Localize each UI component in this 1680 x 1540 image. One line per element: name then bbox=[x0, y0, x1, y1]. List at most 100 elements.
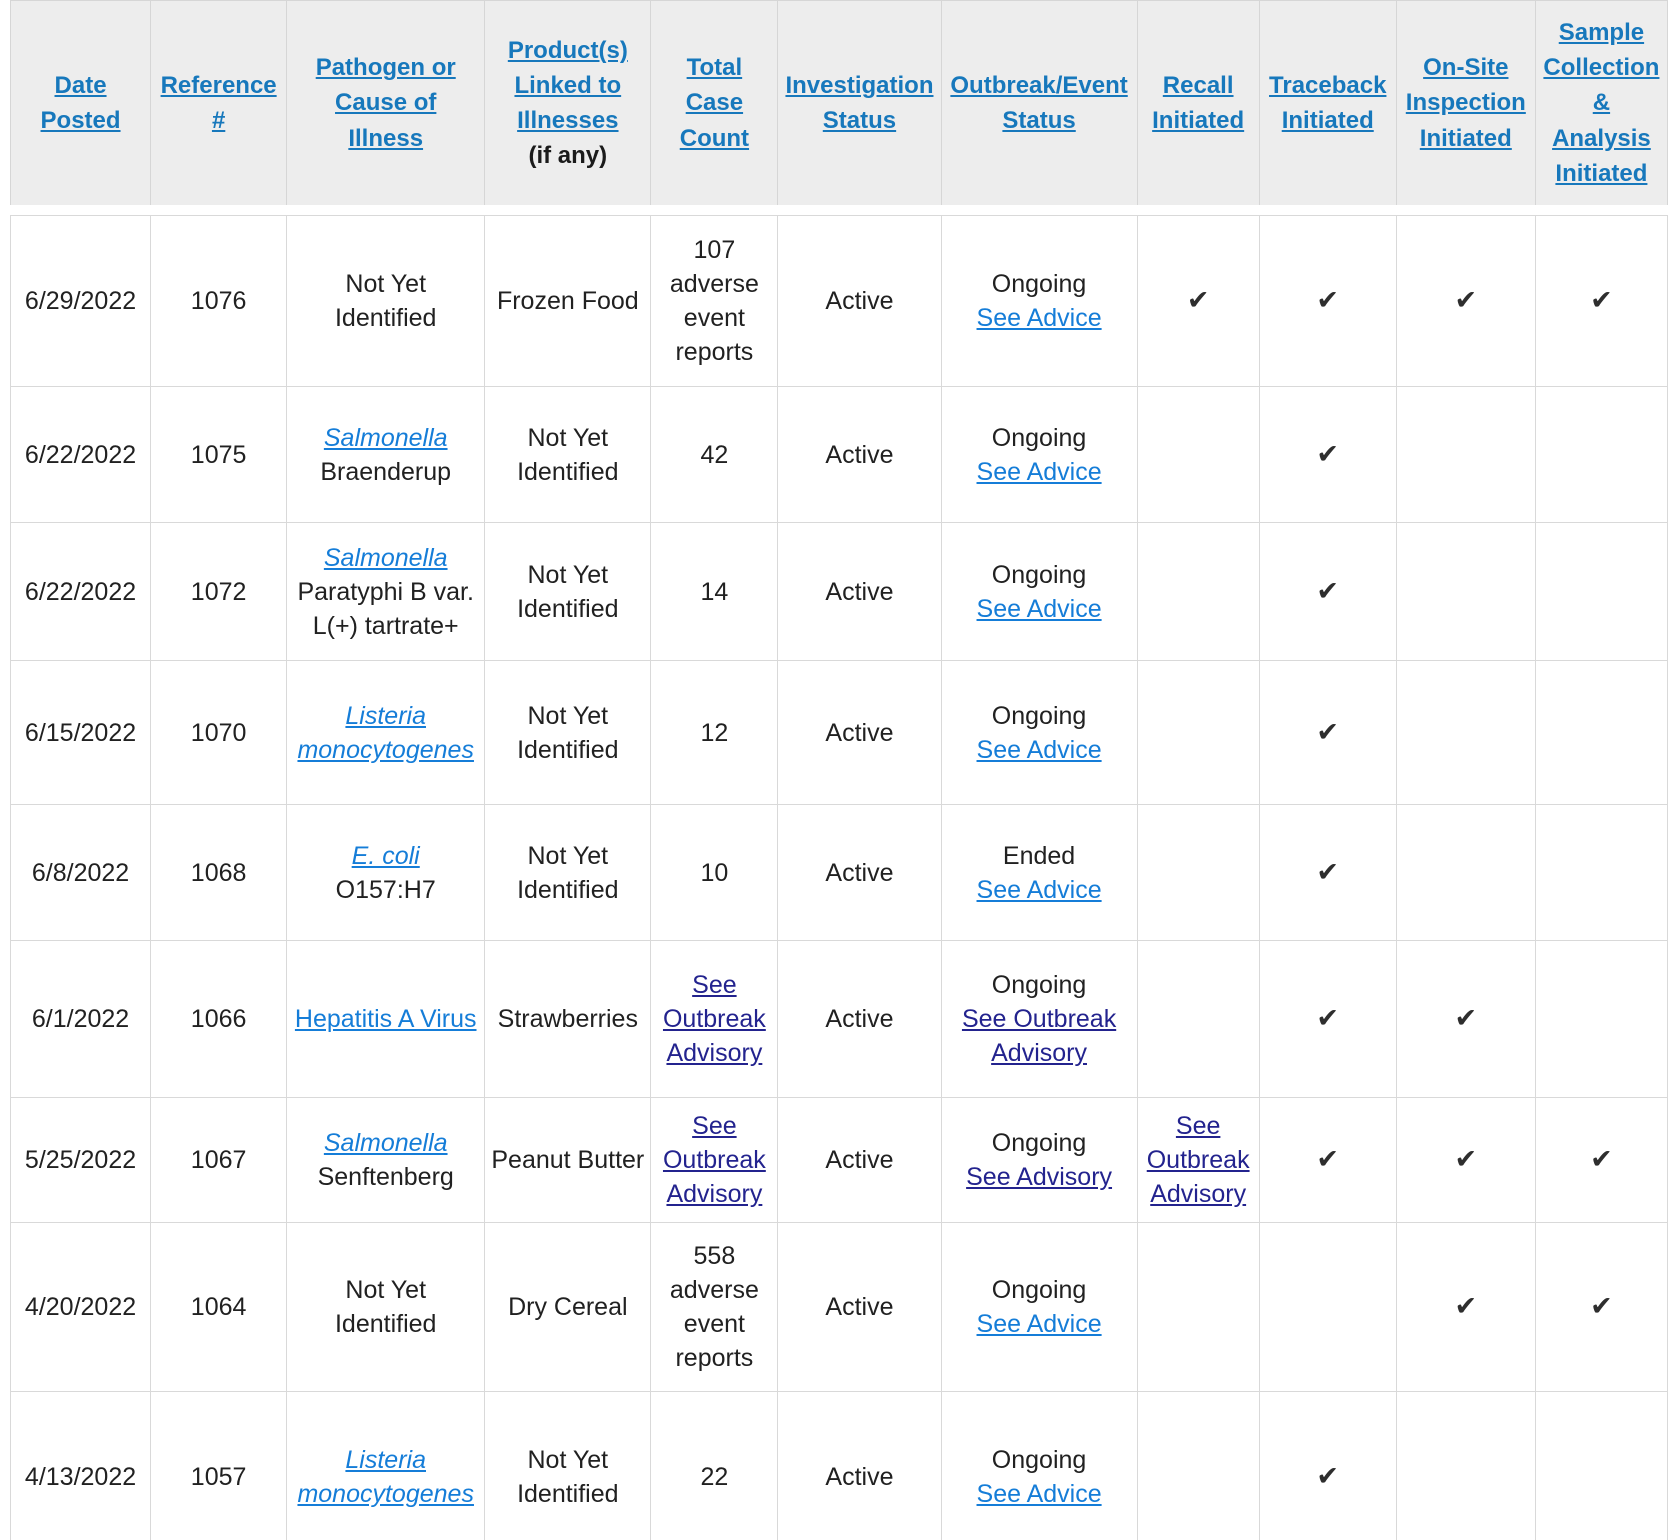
outbreak-advice-link[interactable]: See Advisory bbox=[966, 1163, 1113, 1191]
outbreak-advice-link[interactable]: See Advice bbox=[976, 304, 1102, 332]
column-header-onsite-inspection: On-Site Inspection Initiated bbox=[1395, 0, 1536, 205]
reference-number: 1057 bbox=[190, 1462, 247, 1491]
sort-link-date-posted[interactable]: Date Posted bbox=[40, 71, 121, 134]
sort-link-pathogen[interactable]: Pathogen or Cause of Illness bbox=[315, 54, 456, 152]
table-row: 4/13/2022 1057 Listeria monocytogenes Not Y… bbox=[9, 1391, 1669, 1540]
outbreak-status-cell: Ongoing See Advice bbox=[940, 1391, 1138, 1540]
case-count-cell: 558 adverse event reports bbox=[650, 1222, 779, 1392]
pathogen-link[interactable]: Hepatitis A Virus bbox=[294, 1005, 477, 1033]
check-icon: ✔ bbox=[1186, 285, 1210, 315]
outbreak-status-text: Ongoing bbox=[991, 560, 1087, 589]
pathogen-subtype: Paratyphi B var. L(+) tartrate+ bbox=[297, 577, 474, 640]
product-cell: Not Yet Identified bbox=[484, 804, 652, 941]
recall-cell bbox=[1136, 660, 1260, 805]
pathogen-subtype: O157:H7 bbox=[335, 875, 436, 904]
pathogen-link[interactable]: Salmonella bbox=[323, 1129, 448, 1157]
case-count-cell: 10 bbox=[650, 804, 779, 941]
recall-link[interactable]: See Outbreak Advisory bbox=[1146, 1112, 1250, 1208]
onsite-inspection-cell bbox=[1395, 660, 1536, 805]
investigation-status-cell: Active bbox=[777, 386, 942, 523]
reference-cell: 1075 bbox=[150, 386, 288, 523]
outbreak-advice-link[interactable]: See Advice bbox=[976, 1310, 1102, 1338]
sample-collection-cell bbox=[1534, 660, 1669, 805]
outbreak-advice-link[interactable]: See Advice bbox=[976, 735, 1102, 764]
date-cell: 6/22/2022 bbox=[9, 386, 152, 523]
traceback-cell bbox=[1258, 1222, 1397, 1392]
pathogen-link[interactable]: Salmonella bbox=[323, 423, 448, 452]
product-text: Frozen Food bbox=[496, 287, 639, 315]
sample-collection-cell: ✔ bbox=[1534, 1097, 1669, 1223]
outbreak-advice-link[interactable]: See Advice bbox=[976, 457, 1102, 486]
reference-number: 1064 bbox=[190, 1293, 247, 1321]
traceback-cell: ✔ bbox=[1258, 1097, 1397, 1223]
pathogen-cell: E. coli O157:H7 bbox=[286, 804, 486, 941]
reference-number: 1068 bbox=[190, 858, 247, 887]
recall-cell bbox=[1136, 940, 1260, 1098]
outbreak-advice-link[interactable]: See Advice bbox=[976, 594, 1102, 623]
sort-link-reference[interactable]: Reference # bbox=[160, 71, 277, 134]
case-count-cell: 42 bbox=[650, 386, 779, 523]
traceback-cell: ✔ bbox=[1258, 215, 1397, 387]
header-row: Date Posted Reference # Pathogen or Caus… bbox=[9, 0, 1669, 205]
outbreak-advice-link[interactable]: See Advice bbox=[976, 875, 1102, 904]
recall-cell bbox=[1136, 804, 1260, 941]
case-count-text: 10 bbox=[700, 858, 729, 887]
check-icon: ✔ bbox=[1590, 285, 1613, 315]
sort-link-traceback[interactable]: Traceback Initiated bbox=[1269, 71, 1387, 134]
date-posted: 6/15/2022 bbox=[24, 718, 137, 747]
reference-cell: 1057 bbox=[150, 1391, 288, 1540]
column-header-products: Product(s) Linked to Illnesses (if any) bbox=[484, 0, 652, 205]
check-icon: ✔ bbox=[1454, 1003, 1478, 1033]
table-row: 6/29/2022 1076 Not Yet Identified Frozen Fo… bbox=[9, 215, 1669, 387]
date-cell: 6/1/2022 bbox=[9, 940, 152, 1098]
outbreak-advice-link[interactable]: See Outbreak Advisory bbox=[961, 1005, 1117, 1067]
outbreak-status-cell: Ongoing See Advice bbox=[940, 215, 1138, 387]
reference-cell: 1070 bbox=[150, 660, 288, 805]
sort-link-onsite-inspection[interactable]: On-Site Inspection Initiated bbox=[1405, 54, 1526, 152]
column-header-products-suffix: (if any) bbox=[528, 142, 608, 170]
pathogen-link[interactable]: Salmonella bbox=[323, 543, 448, 572]
check-icon: ✔ bbox=[1316, 575, 1340, 606]
check-icon: ✔ bbox=[1454, 1144, 1478, 1174]
pathogen-link[interactable]: Listeria monocytogenes bbox=[297, 701, 474, 764]
check-icon: ✔ bbox=[1590, 1144, 1613, 1174]
case-count-cell: 107 adverse event reports bbox=[650, 215, 779, 387]
sort-link-investigation-status[interactable]: Investigation Status bbox=[785, 71, 934, 134]
check-icon: ✔ bbox=[1316, 285, 1340, 315]
reference-number: 1075 bbox=[190, 440, 247, 469]
date-posted: 6/1/2022 bbox=[31, 1005, 130, 1033]
recall-cell bbox=[1136, 1222, 1260, 1392]
product-text: Peanut Butter bbox=[491, 1146, 645, 1174]
case-count-text: 107 adverse event reports bbox=[669, 236, 759, 366]
case-count-cell: See Outbreak Advisory bbox=[650, 1097, 779, 1223]
table-header: Date Posted Reference # Pathogen or Caus… bbox=[9, 0, 1669, 205]
reference-cell: 1072 bbox=[150, 522, 288, 661]
column-header-investigation-status: Investigation Status bbox=[777, 0, 942, 205]
investigation-status-cell: Active bbox=[777, 1391, 942, 1540]
sort-link-products[interactable]: Product(s) Linked to Illnesses bbox=[507, 37, 628, 135]
header-gap bbox=[10, 205, 1668, 216]
product-cell: Peanut Butter bbox=[484, 1097, 652, 1223]
column-header-pathogen: Pathogen or Cause of Illness bbox=[286, 0, 486, 205]
check-icon: ✔ bbox=[1316, 1003, 1340, 1033]
outbreak-status-cell: Ongoing See Advice bbox=[940, 522, 1138, 661]
pathogen-cell: Salmonella Paratyphi B var. L(+) tartrate… bbox=[286, 522, 486, 661]
product-cell: Not Yet Identified bbox=[484, 660, 652, 805]
sort-link-outbreak-status[interactable]: Outbreak/Event Status bbox=[950, 71, 1128, 134]
sample-collection-cell bbox=[1534, 522, 1669, 661]
investigation-status-cell: Active bbox=[777, 804, 942, 941]
pathogen-link[interactable]: E. coli bbox=[351, 841, 420, 870]
date-posted: 6/8/2022 bbox=[31, 858, 130, 887]
sort-link-recall[interactable]: Recall Initiated bbox=[1152, 71, 1245, 134]
pathogen-link[interactable]: Listeria monocytogenes bbox=[297, 1445, 474, 1508]
case-count-link[interactable]: See Outbreak Advisory bbox=[662, 971, 766, 1067]
outbreak-advice-link[interactable]: See Advice bbox=[976, 1479, 1102, 1508]
column-header-reference: Reference # bbox=[150, 0, 288, 205]
case-count-text: 22 bbox=[700, 1462, 729, 1491]
reference-cell: 1068 bbox=[150, 804, 288, 941]
case-count-link[interactable]: See Outbreak Advisory bbox=[662, 1112, 766, 1208]
traceback-cell: ✔ bbox=[1258, 804, 1397, 941]
table-row: 6/8/2022 1068 E. coli O157:H7 Not Yet Identi… bbox=[9, 804, 1669, 941]
sort-link-sample-collection[interactable]: Sample Collection & Analysis Initiated bbox=[1543, 19, 1660, 187]
sort-link-case-count[interactable]: Total Case Count bbox=[679, 54, 750, 152]
